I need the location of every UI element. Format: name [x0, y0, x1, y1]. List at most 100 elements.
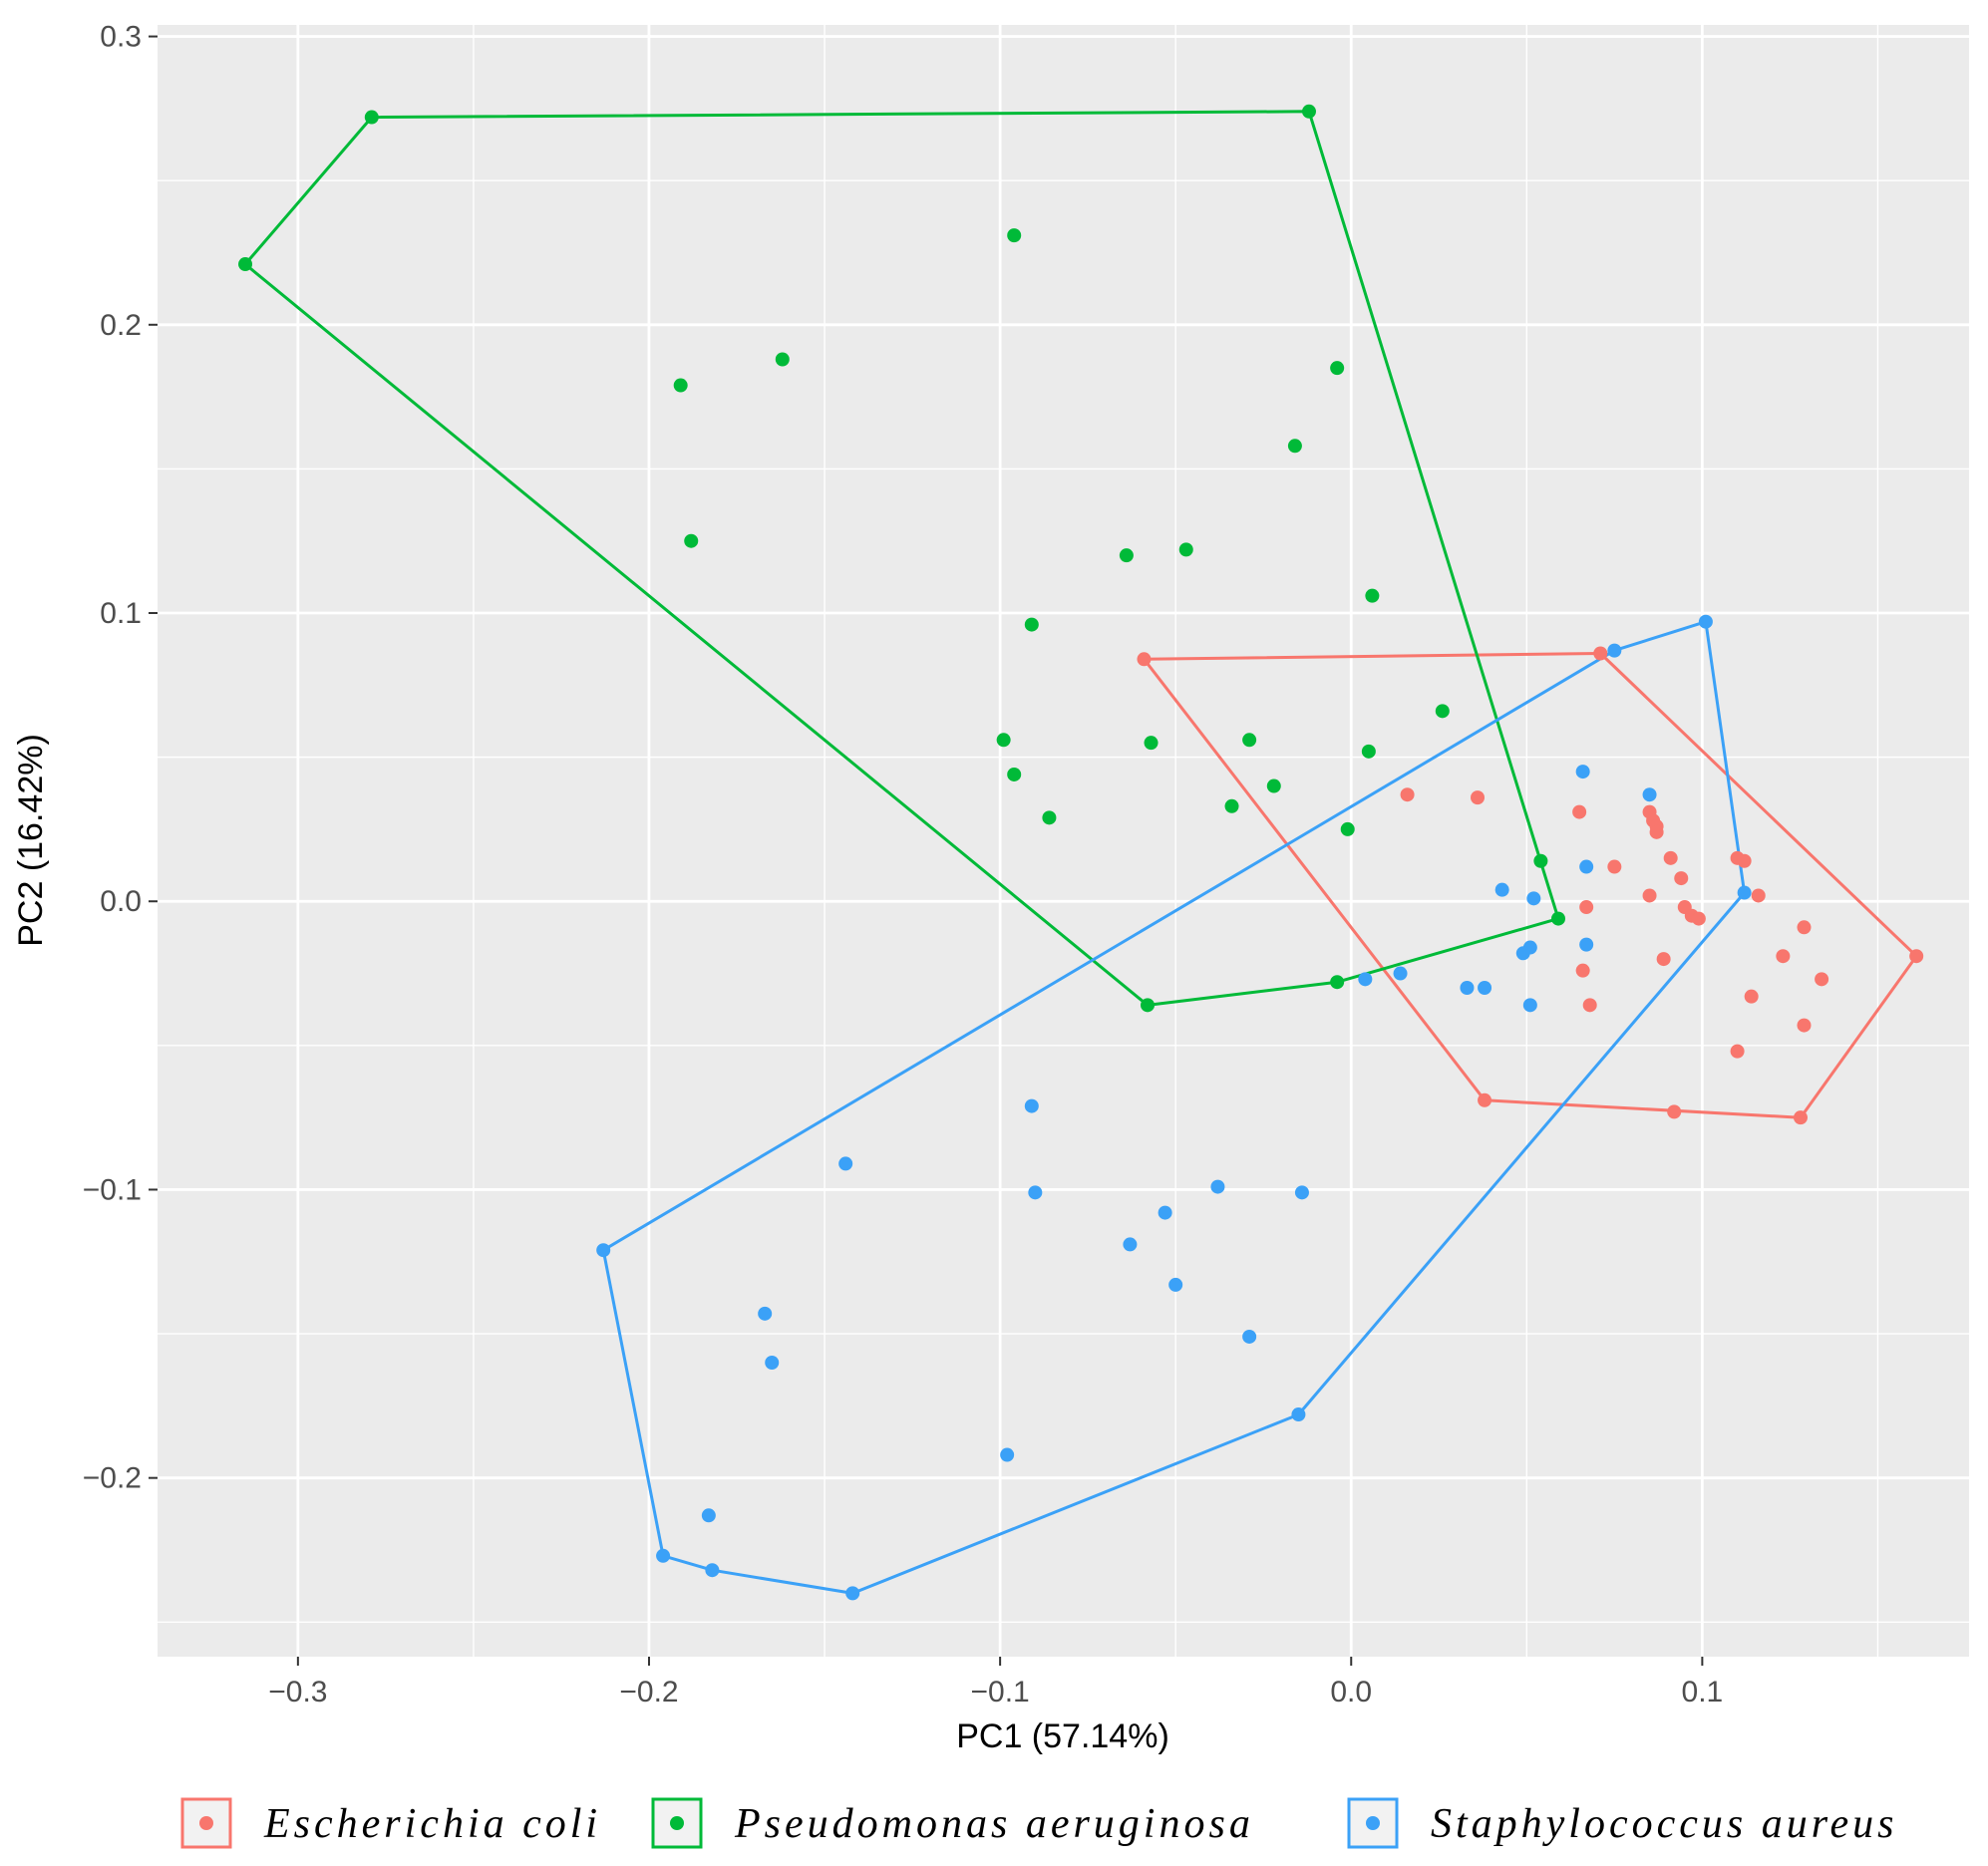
- legend: Escherichia coli Pseudomonas aeruginosa St…: [180, 1797, 1898, 1849]
- point-series-0: [1793, 1110, 1808, 1125]
- point-series-2: [758, 1306, 773, 1321]
- point-series-2: [1393, 966, 1408, 981]
- point-series-2: [1000, 1447, 1015, 1462]
- point-series-1: [684, 533, 699, 548]
- point-series-2: [838, 1156, 853, 1171]
- x-tick-label: 0.1: [1682, 1676, 1724, 1709]
- point-series-1: [1119, 548, 1134, 563]
- point-series-0: [1137, 652, 1152, 667]
- point-series-2: [1642, 787, 1657, 802]
- x-tick-label: −0.1: [970, 1676, 1029, 1709]
- data-points: [238, 104, 1924, 1601]
- point-series-1: [1340, 821, 1355, 836]
- legend-label-0: Escherichia coli: [263, 1801, 601, 1847]
- point-series-0: [1471, 790, 1486, 805]
- point-series-0: [1663, 850, 1678, 865]
- point-series-2: [1168, 1277, 1183, 1292]
- y-tick-label: −0.1: [83, 1173, 142, 1206]
- point-series-2: [1291, 1407, 1306, 1422]
- y-tick-label: 0.1: [100, 597, 142, 630]
- point-series-2: [1737, 885, 1752, 900]
- point-series-2: [1158, 1205, 1172, 1220]
- x-axis-title: PC1 (57.14%): [956, 1717, 1169, 1755]
- point-series-1: [1287, 439, 1302, 454]
- plot-background: [158, 25, 1969, 1657]
- point-series-2: [1579, 859, 1594, 874]
- point-series-1: [1042, 810, 1057, 825]
- point-series-2: [1522, 998, 1537, 1013]
- point-series-0: [1744, 989, 1759, 1004]
- point-series-0: [1649, 824, 1664, 839]
- y-tick-label: 0.3: [100, 21, 142, 54]
- point-series-1: [1007, 228, 1022, 243]
- point-series-1: [1024, 617, 1039, 632]
- point-series-0: [1582, 998, 1597, 1013]
- x-axis: −0.3 −0.2 −0.1 0.0 0.1: [268, 1657, 1723, 1709]
- point-series-1: [996, 733, 1011, 748]
- point-series-0: [1579, 900, 1594, 915]
- point-series-1: [1435, 704, 1450, 719]
- point-series-2: [845, 1586, 860, 1601]
- y-tick-label: −0.2: [83, 1462, 142, 1495]
- x-tick-label: −0.2: [619, 1676, 678, 1709]
- point-series-1: [775, 352, 790, 367]
- point-series-0: [1751, 888, 1766, 903]
- point-series-2: [1526, 891, 1541, 906]
- point-series-0: [1797, 920, 1812, 935]
- legend-label-1: Pseudomonas aeruginosa: [734, 1801, 1254, 1847]
- point-series-1: [1266, 778, 1281, 793]
- point-series-1: [1242, 733, 1257, 748]
- y-axis: −0.2 −0.1 0.0 0.1 0.2 0.3: [83, 21, 158, 1495]
- point-series-2: [1294, 1185, 1309, 1200]
- point-series-1: [1178, 542, 1193, 557]
- point-series-2: [701, 1508, 716, 1523]
- point-series-2: [1478, 981, 1492, 996]
- x-tick-label: 0.0: [1330, 1676, 1372, 1709]
- point-series-0: [1575, 963, 1590, 978]
- point-series-2: [1358, 972, 1373, 987]
- point-series-2: [1024, 1098, 1039, 1113]
- point-series-2: [1242, 1329, 1257, 1344]
- point-series-0: [1400, 787, 1415, 802]
- legend-key-point-0: [199, 1816, 213, 1830]
- point-series-1: [238, 257, 253, 272]
- point-series-1: [673, 378, 688, 393]
- point-series-1: [1330, 361, 1345, 376]
- point-series-2: [765, 1355, 780, 1370]
- point-series-0: [1674, 871, 1689, 886]
- legend-key-2: [1347, 1797, 1399, 1849]
- y-axis-title: PC2 (16.42%): [12, 734, 50, 947]
- point-series-2: [1579, 937, 1594, 952]
- point-series-0: [1667, 1104, 1682, 1119]
- legend-key-point-1: [670, 1816, 684, 1830]
- point-series-2: [1494, 882, 1509, 897]
- point-series-1: [1224, 798, 1239, 813]
- hull-series-0: [1143, 652, 1918, 1119]
- minor-grid: [158, 25, 1969, 1657]
- point-series-2: [1698, 614, 1713, 629]
- point-series-2: [596, 1243, 611, 1258]
- point-series-2: [705, 1563, 720, 1578]
- point-series-0: [1593, 646, 1608, 661]
- legend-key-point-2: [1366, 1816, 1380, 1830]
- point-series-0: [1815, 972, 1829, 987]
- point-series-1: [1365, 588, 1380, 603]
- x-tick-label: −0.3: [268, 1676, 327, 1709]
- point-series-1: [1533, 853, 1548, 868]
- point-series-0: [1656, 952, 1671, 967]
- point-series-1: [1141, 998, 1156, 1013]
- point-series-1: [1551, 911, 1566, 926]
- point-series-0: [1909, 949, 1924, 964]
- point-series-0: [1642, 888, 1657, 903]
- point-series-2: [1575, 765, 1590, 779]
- legend-label-2: Staphylococcus aureus: [1431, 1801, 1898, 1847]
- point-series-0: [1478, 1092, 1492, 1107]
- point-series-2: [1460, 981, 1475, 996]
- point-series-0: [1730, 1044, 1745, 1059]
- point-series-1: [1144, 736, 1159, 751]
- point-series-1: [1361, 744, 1376, 759]
- point-series-2: [1028, 1185, 1043, 1200]
- point-series-1: [1301, 104, 1316, 119]
- major-grid: [158, 25, 1969, 1657]
